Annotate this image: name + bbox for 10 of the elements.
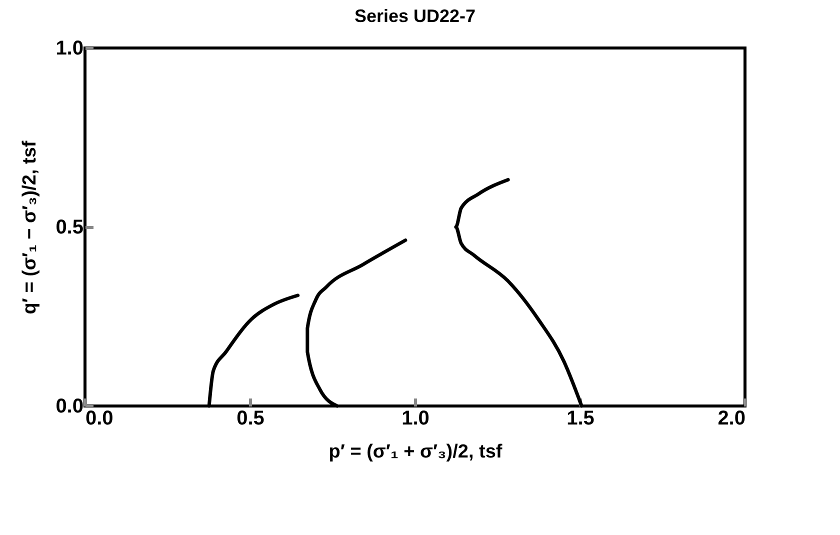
x-tick-label: 0.0 xyxy=(86,408,114,430)
y-axis-title: q′ = (σ′₁ − σ′₃)/2, tsf xyxy=(20,140,41,314)
x-tick-label: 1.0 xyxy=(402,408,430,430)
y-tick-label: 1.0 xyxy=(56,38,84,60)
y-tick-label: 0.5 xyxy=(56,216,84,238)
x-tick-label: 0.5 xyxy=(236,408,264,430)
x-axis-title: p′ = (σ′₁ + σ′₃)/2, tsf xyxy=(328,442,503,462)
chart-title: Series UD22-7 xyxy=(354,6,476,26)
x-tick-label: 1.5 xyxy=(566,408,594,430)
x-tick-label: 2.0 xyxy=(718,408,746,430)
